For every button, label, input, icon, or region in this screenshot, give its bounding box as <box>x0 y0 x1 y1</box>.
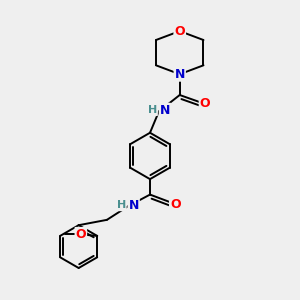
Text: H: H <box>116 200 126 210</box>
Text: O: O <box>174 25 185 38</box>
Text: H: H <box>148 105 157 115</box>
Text: N: N <box>128 199 139 212</box>
Text: N: N <box>160 104 170 117</box>
Text: O: O <box>76 228 86 241</box>
Text: O: O <box>200 98 210 110</box>
Text: N: N <box>175 68 185 81</box>
Text: O: O <box>170 198 181 211</box>
